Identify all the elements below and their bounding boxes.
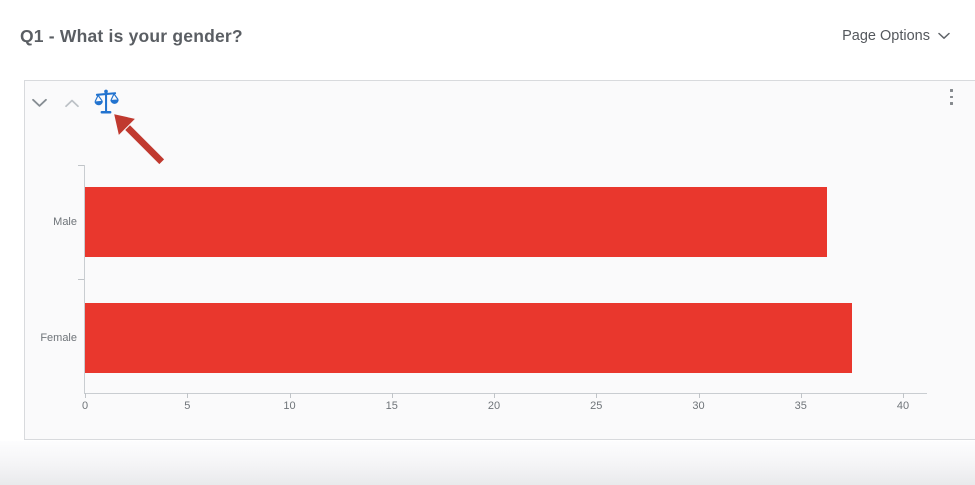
x-axis-tick xyxy=(391,393,393,398)
x-axis-tick xyxy=(494,393,495,398)
collapse-chevron-down-icon[interactable] xyxy=(32,98,47,108)
x-tick-label: 40 xyxy=(896,400,910,412)
collapse-chevron-up-icon[interactable] xyxy=(65,99,79,108)
x-axis-tick xyxy=(596,393,598,398)
x-tick-label: 30 xyxy=(692,400,705,412)
chart-widget-card xyxy=(24,80,975,440)
x-axis-tick xyxy=(85,393,86,398)
y-axis-line xyxy=(84,165,85,393)
x-axis-tick xyxy=(903,393,904,398)
x-axis-tick xyxy=(289,393,291,398)
x-axis-tick xyxy=(800,393,802,398)
category-label-female: Female xyxy=(40,332,77,344)
bar-female xyxy=(85,303,852,373)
page-options-label: Page Options xyxy=(842,28,930,44)
x-tick-label: 10 xyxy=(283,400,296,412)
x-tick-label: 0 xyxy=(81,400,89,412)
x-tick-label: 5 xyxy=(184,400,191,412)
x-tick-label: 15 xyxy=(385,400,398,412)
y-axis-tick xyxy=(78,279,84,280)
page-title: Q1 - What is your gender? xyxy=(20,26,243,46)
page-options-button[interactable]: Page Options xyxy=(842,28,950,44)
annotation-arrow-icon xyxy=(114,114,165,165)
x-tick-label: 20 xyxy=(487,400,501,412)
bar-male xyxy=(85,187,828,257)
x-tick-label: 25 xyxy=(590,400,603,412)
x-tick-label: 35 xyxy=(794,400,807,412)
scales-icon[interactable] xyxy=(93,89,119,117)
kebab-menu-icon[interactable] xyxy=(948,87,955,107)
x-axis-line xyxy=(84,393,927,394)
x-axis-tick xyxy=(187,393,189,398)
category-label-male: Male xyxy=(53,216,77,228)
chevron-down-icon xyxy=(938,32,950,39)
x-axis-tick xyxy=(698,393,700,398)
page-background-strip xyxy=(0,441,975,485)
y-axis-tick xyxy=(78,165,84,166)
